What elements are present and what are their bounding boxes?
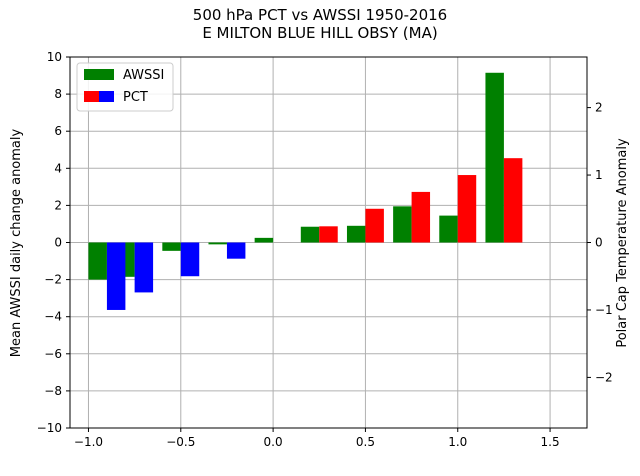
bar-pct-3 xyxy=(227,243,245,259)
bar-pct-9 xyxy=(504,158,522,242)
y-tick-label: 8 xyxy=(54,87,62,101)
y2-tick-label: 1 xyxy=(595,168,603,182)
y2-tick-label: 2 xyxy=(595,101,603,115)
bar-pct-7 xyxy=(412,192,430,243)
y-tick-label: −4 xyxy=(44,310,62,324)
x-tick-label: 0.5 xyxy=(356,435,375,449)
y2-tick-label: −2 xyxy=(595,370,613,384)
bar-awssi-7 xyxy=(393,206,411,242)
y-tick-label: 10 xyxy=(47,50,62,64)
y-tick-label: 6 xyxy=(54,124,62,138)
legend-swatch-awssi xyxy=(84,69,114,80)
bar-awssi-9 xyxy=(485,73,503,243)
bar-awssi-6 xyxy=(347,226,365,243)
bar-pct-2 xyxy=(181,243,199,277)
bar-awssi-2 xyxy=(162,243,180,251)
bar-pct-5 xyxy=(319,226,337,242)
y2-tick-label: −1 xyxy=(595,303,613,317)
bar-awssi-8 xyxy=(439,216,457,243)
x-tick-label: −0.5 xyxy=(166,435,195,449)
x-tick-label: 1.0 xyxy=(448,435,467,449)
chart-subtitle: E MILTON BLUE HILL OBSY (MA) xyxy=(202,24,437,42)
y-tick-label: −10 xyxy=(37,421,62,435)
x-tick-label: 0.0 xyxy=(264,435,283,449)
legend-swatch-pct-red xyxy=(84,91,99,102)
bar-awssi-4 xyxy=(255,238,273,243)
y-tick-label: −6 xyxy=(44,347,62,361)
y-tick-label: −2 xyxy=(44,273,62,287)
y-tick-label: −8 xyxy=(44,384,62,398)
y-tick-label: 0 xyxy=(54,236,62,250)
bar-pct-6 xyxy=(365,209,383,243)
y-axis-label: Mean AWSSI daily change anomaly xyxy=(9,129,24,358)
y-tick-label: 2 xyxy=(54,198,62,212)
y2-axis-label: Polar Cap Temperature Anomaly xyxy=(615,138,630,348)
legend-swatch-pct-blue xyxy=(99,91,114,102)
legend-label-pct: PCT xyxy=(123,90,148,105)
bar-pct-0 xyxy=(107,243,125,310)
bar-awssi-0 xyxy=(88,243,106,280)
y-tick-label: 4 xyxy=(54,161,62,175)
x-tick-label: 1.5 xyxy=(541,435,560,449)
x-tick-label: −1.0 xyxy=(74,435,103,449)
bar-awssi-3 xyxy=(208,243,226,245)
legend: AWSSI PCT xyxy=(77,63,173,111)
bar-pct-1 xyxy=(135,243,153,293)
chart-title: 500 hPa PCT vs AWSSI 1950-2016 xyxy=(193,6,447,24)
bar-awssi-5 xyxy=(301,227,319,243)
bar-pct-8 xyxy=(458,175,476,242)
legend-label-awssi: AWSSI xyxy=(123,68,164,83)
y2-tick-label: 0 xyxy=(595,236,603,250)
